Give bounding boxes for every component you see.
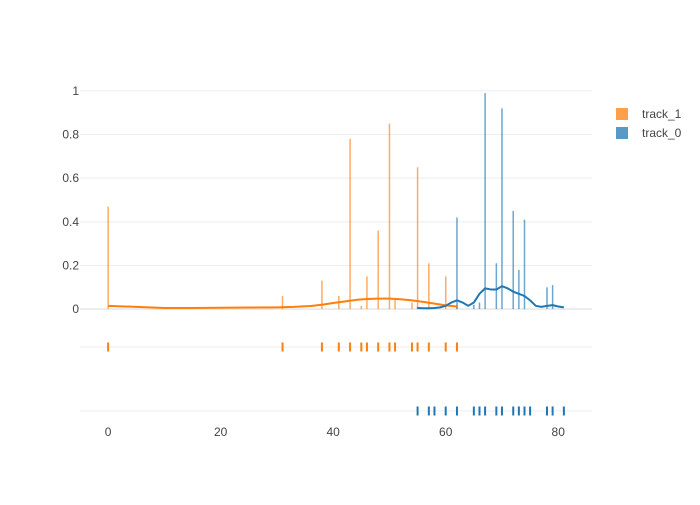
- rug-tick: [416, 406, 419, 416]
- x-tick-label: 40: [327, 425, 341, 439]
- y-tick-label: 0.8: [62, 128, 79, 142]
- histogram-bar: [495, 263, 498, 310]
- histogram-bar: [523, 219, 526, 310]
- histogram-bar: [546, 287, 548, 310]
- x-tick-label: 60: [439, 425, 453, 439]
- rug-tick: [500, 406, 503, 416]
- histogram-bar: [360, 305, 363, 310]
- histogram-bar: [366, 276, 368, 310]
- rug-tick: [478, 406, 481, 416]
- legend-swatch: [616, 127, 628, 139]
- rug-tick: [427, 342, 430, 352]
- histogram-bar: [416, 167, 419, 310]
- legend[interactable]: track_1 track_0: [616, 107, 682, 140]
- rug-tick: [365, 342, 368, 352]
- y-tick-label: 0.6: [62, 171, 79, 185]
- histogram-bar: [349, 138, 351, 310]
- rug-tick: [495, 406, 498, 416]
- y-tick-label: 0: [72, 302, 79, 316]
- legend-label: track_0: [642, 126, 682, 140]
- y-tick-label: 0.2: [62, 258, 79, 272]
- rug-tick: [281, 342, 284, 352]
- rug-tick: [410, 342, 413, 352]
- rug-tick: [320, 342, 323, 352]
- histogram-bar: [444, 276, 447, 310]
- histogram-bar: [321, 280, 323, 310]
- x-tick-label: 20: [214, 425, 228, 439]
- histogram-bar: [551, 285, 554, 310]
- rug-tick: [388, 342, 391, 352]
- rug-tick: [444, 342, 447, 352]
- rug-tick: [517, 406, 520, 416]
- density-curve: [108, 297, 458, 309]
- histogram-bar: [478, 302, 481, 310]
- rug-tick: [444, 406, 447, 416]
- histogram-bars: [107, 93, 554, 310]
- density-curve: [417, 285, 565, 310]
- histogram-bar: [501, 108, 503, 310]
- histogram-bar: [518, 269, 520, 310]
- rug-tick: [377, 342, 380, 352]
- histogram-bar: [473, 304, 475, 310]
- rug-tick: [551, 406, 554, 416]
- histogram-bar: [428, 263, 430, 310]
- rug-tick: [427, 406, 430, 416]
- rug-tick: [337, 342, 340, 352]
- rug-tick: [416, 342, 419, 352]
- legend-item[interactable]: track_0: [616, 126, 682, 140]
- rug-tick: [433, 406, 436, 416]
- legend-swatch: [616, 108, 628, 120]
- histogram-bar: [388, 123, 391, 310]
- histogram-bar: [281, 296, 284, 310]
- rug-plots: [107, 342, 565, 416]
- legend-item[interactable]: track_1: [616, 107, 682, 121]
- rug-tick: [107, 342, 110, 352]
- rug-tick: [512, 406, 515, 416]
- y-tick-label: 1: [72, 84, 79, 98]
- rug-tick: [523, 406, 526, 416]
- rug-tick: [529, 406, 532, 416]
- density-curves: [108, 285, 565, 310]
- histogram-bar: [512, 210, 514, 310]
- rug-tick: [562, 406, 565, 416]
- rug-tick: [455, 342, 458, 352]
- rug-tick: [545, 406, 548, 416]
- histogram-bar: [456, 217, 458, 310]
- rug-tick: [455, 406, 458, 416]
- histogram-bar: [394, 298, 396, 310]
- axis-tick-labels: 0 0.2 0.4 0.6 0.8 1 0 20 40 60 80: [62, 84, 565, 439]
- grid-layer: [80, 90, 592, 412]
- rug-tick: [472, 406, 475, 416]
- rug-tick: [394, 342, 397, 352]
- histogram-bar: [484, 93, 486, 310]
- rug-tick: [349, 342, 352, 352]
- rug-tick: [484, 406, 487, 416]
- x-tick-label: 80: [552, 425, 566, 439]
- histogram-bar: [377, 230, 379, 310]
- histogram-bar: [411, 302, 413, 310]
- rug-tick: [360, 342, 363, 352]
- x-tick-label: 0: [105, 425, 112, 439]
- histogram-bar: [107, 206, 109, 310]
- y-tick-label: 0.4: [62, 215, 79, 229]
- legend-label: track_1: [642, 107, 682, 121]
